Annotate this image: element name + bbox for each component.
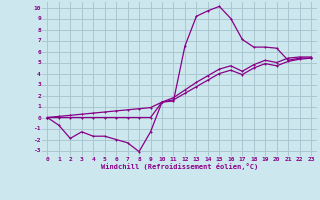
X-axis label: Windchill (Refroidissement éolien,°C): Windchill (Refroidissement éolien,°C) (100, 163, 258, 170)
